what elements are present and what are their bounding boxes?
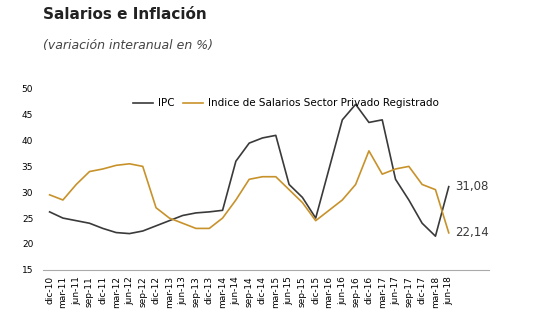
IPC bbox=[233, 159, 239, 163]
IPC bbox=[99, 226, 106, 230]
Indice de Salarios Sector Privado Registrado bbox=[393, 167, 399, 171]
IPC bbox=[179, 214, 186, 217]
IPC bbox=[206, 210, 213, 214]
Indice de Salarios Sector Privado Registrado bbox=[246, 177, 252, 181]
Indice de Salarios Sector Privado Registrado bbox=[60, 198, 66, 202]
Indice de Salarios Sector Privado Registrado bbox=[352, 183, 359, 187]
Indice de Salarios Sector Privado Registrado bbox=[179, 221, 186, 225]
IPC bbox=[299, 195, 306, 199]
IPC bbox=[126, 232, 133, 236]
Indice de Salarios Sector Privado Registrado bbox=[432, 188, 439, 191]
Indice de Salarios Sector Privado Registrado bbox=[166, 216, 172, 220]
Indice de Salarios Sector Privado Registrado bbox=[126, 162, 133, 166]
IPC bbox=[246, 141, 252, 145]
IPC bbox=[46, 210, 53, 214]
Indice de Salarios Sector Privado Registrado bbox=[193, 226, 199, 230]
Indice de Salarios Sector Privado Registrado bbox=[446, 231, 452, 235]
Indice de Salarios Sector Privado Registrado bbox=[233, 198, 239, 202]
Indice de Salarios Sector Privado Registrado bbox=[273, 175, 279, 179]
IPC bbox=[286, 183, 292, 187]
IPC bbox=[419, 221, 425, 225]
Indice de Salarios Sector Privado Registrado bbox=[206, 226, 213, 230]
Indice de Salarios Sector Privado Registrado bbox=[153, 206, 159, 210]
IPC bbox=[405, 198, 412, 202]
Indice de Salarios Sector Privado Registrado bbox=[419, 183, 425, 187]
Line: Indice de Salarios Sector Privado Registrado: Indice de Salarios Sector Privado Regist… bbox=[49, 151, 449, 233]
Text: 22,14: 22,14 bbox=[455, 226, 489, 240]
IPC bbox=[339, 118, 345, 122]
Indice de Salarios Sector Privado Registrado bbox=[379, 172, 386, 176]
IPC bbox=[259, 136, 266, 140]
Indice de Salarios Sector Privado Registrado bbox=[299, 201, 306, 205]
Text: 31,08: 31,08 bbox=[455, 180, 489, 193]
Indice de Salarios Sector Privado Registrado bbox=[405, 164, 412, 168]
Indice de Salarios Sector Privado Registrado bbox=[46, 193, 53, 197]
IPC bbox=[366, 120, 372, 124]
IPC bbox=[166, 219, 172, 223]
Indice de Salarios Sector Privado Registrado bbox=[73, 183, 79, 187]
Indice de Salarios Sector Privado Registrado bbox=[259, 175, 266, 179]
IPC bbox=[140, 229, 146, 233]
IPC bbox=[86, 221, 93, 225]
Indice de Salarios Sector Privado Registrado bbox=[286, 188, 292, 191]
Indice de Salarios Sector Privado Registrado bbox=[86, 169, 93, 173]
Text: Salarios e Inflación: Salarios e Inflación bbox=[43, 7, 207, 22]
IPC bbox=[379, 118, 386, 122]
IPC bbox=[153, 224, 159, 228]
Indice de Salarios Sector Privado Registrado bbox=[113, 164, 119, 167]
Indice de Salarios Sector Privado Registrado bbox=[140, 164, 146, 168]
Indice de Salarios Sector Privado Registrado bbox=[219, 216, 226, 220]
IPC bbox=[446, 185, 452, 189]
Text: (variación interanual en %): (variación interanual en %) bbox=[43, 39, 213, 53]
Indice de Salarios Sector Privado Registrado bbox=[313, 219, 319, 223]
IPC bbox=[432, 234, 439, 238]
IPC bbox=[313, 216, 319, 220]
Legend: IPC, Indice de Salarios Sector Privado Registrado: IPC, Indice de Salarios Sector Privado R… bbox=[128, 94, 442, 113]
IPC bbox=[113, 231, 119, 235]
Line: IPC: IPC bbox=[49, 104, 449, 236]
IPC bbox=[60, 216, 66, 220]
IPC bbox=[352, 102, 359, 106]
IPC bbox=[193, 211, 199, 215]
Indice de Salarios Sector Privado Registrado bbox=[99, 167, 106, 171]
Indice de Salarios Sector Privado Registrado bbox=[326, 208, 332, 212]
IPC bbox=[326, 167, 332, 171]
Indice de Salarios Sector Privado Registrado bbox=[366, 149, 372, 153]
IPC bbox=[219, 208, 226, 212]
Indice de Salarios Sector Privado Registrado bbox=[339, 198, 345, 202]
IPC bbox=[273, 133, 279, 137]
IPC bbox=[73, 219, 79, 223]
IPC bbox=[393, 177, 399, 181]
